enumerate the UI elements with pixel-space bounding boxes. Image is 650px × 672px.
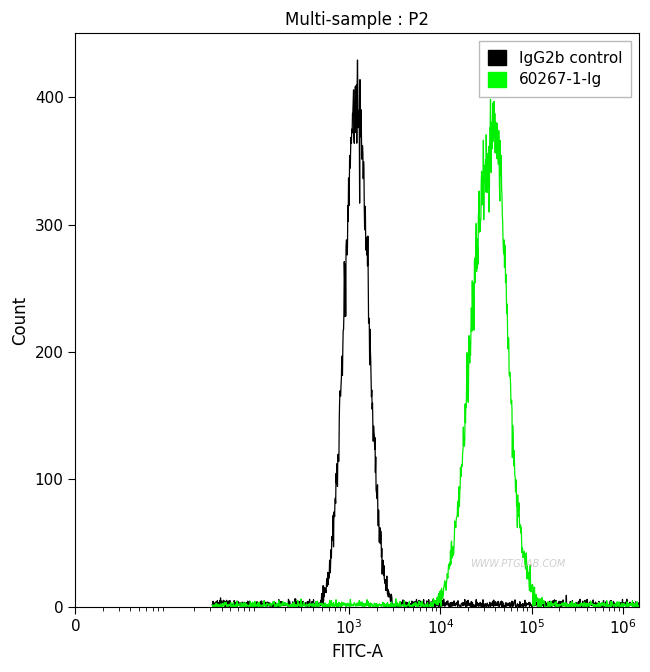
Title: Multi-sample : P2: Multi-sample : P2 — [285, 11, 429, 29]
Legend: IgG2b control, 60267-1-Ig: IgG2b control, 60267-1-Ig — [479, 41, 631, 97]
Y-axis label: Count: Count — [11, 296, 29, 345]
X-axis label: FITC-A: FITC-A — [332, 643, 384, 661]
Text: WWW.PTGLAB.COM: WWW.PTGLAB.COM — [470, 558, 565, 569]
